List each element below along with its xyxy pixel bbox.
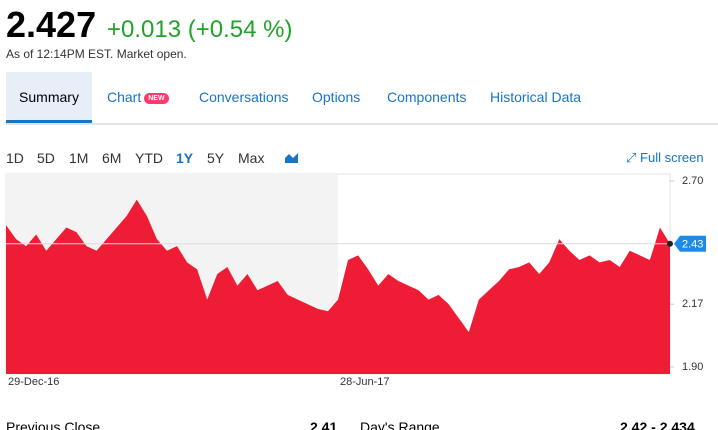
price-change: +0.013 (+0.54 %) (107, 16, 293, 43)
range-button[interactable]: Max (238, 150, 265, 166)
icon-shape (285, 153, 298, 163)
expand-icon: ⤢ (626, 150, 637, 165)
y-tick-label: 2.17 (682, 298, 703, 310)
range-button[interactable]: 1D (6, 150, 24, 166)
current-label: 2.43 (682, 239, 703, 251)
x-tick-label: 29-Dec-16 (8, 376, 59, 388)
tab-bar: Summary Chart NEW Conversations Options C… (6, 72, 718, 125)
stat-value: 2.41 (310, 419, 338, 430)
new-badge: NEW (144, 93, 169, 104)
tab[interactable]: Options (312, 89, 361, 105)
range-button[interactable]: 1Y (176, 150, 194, 166)
full-screen-button[interactable]: ⤢ Full screen (626, 150, 704, 166)
price: 2.427 (6, 4, 97, 45)
chart: 2.70 2.17 1.90 29-Dec-16 28-Jun-17 2.43 (5, 173, 706, 388)
tab[interactable]: Chart NEW (107, 72, 169, 123)
stat-value: 2.42 - 2.434 (620, 419, 695, 430)
current-dot (667, 240, 673, 247)
x-tick-label: 28-Jun-17 (340, 376, 390, 388)
y-tick-label: 1.90 (682, 361, 703, 373)
market-status: As of 12:14PM EST. Market open. (6, 47, 187, 61)
y-tick-label: 2.70 (682, 175, 703, 187)
tab[interactable]: Components (387, 89, 467, 105)
tab[interactable]: Historical Data (490, 89, 582, 105)
chart-type-icon[interactable] (284, 151, 300, 165)
range-button[interactable]: 5Y (207, 150, 225, 166)
tab[interactable]: Conversations (199, 89, 289, 105)
current-badge (674, 235, 706, 252)
range-button[interactable]: 5D (37, 150, 55, 166)
tab-label: Chart (107, 89, 142, 105)
range-button[interactable]: 6M (102, 150, 122, 166)
price-area (6, 199, 670, 374)
tab[interactable]: Summary (6, 72, 92, 123)
stat-label: Day's Range (360, 419, 440, 430)
full-screen-label: Full screen (640, 150, 704, 165)
stat-label: Previous Close (6, 419, 101, 430)
range-button[interactable]: YTD (135, 150, 163, 166)
range-button[interactable]: 1M (69, 150, 89, 166)
